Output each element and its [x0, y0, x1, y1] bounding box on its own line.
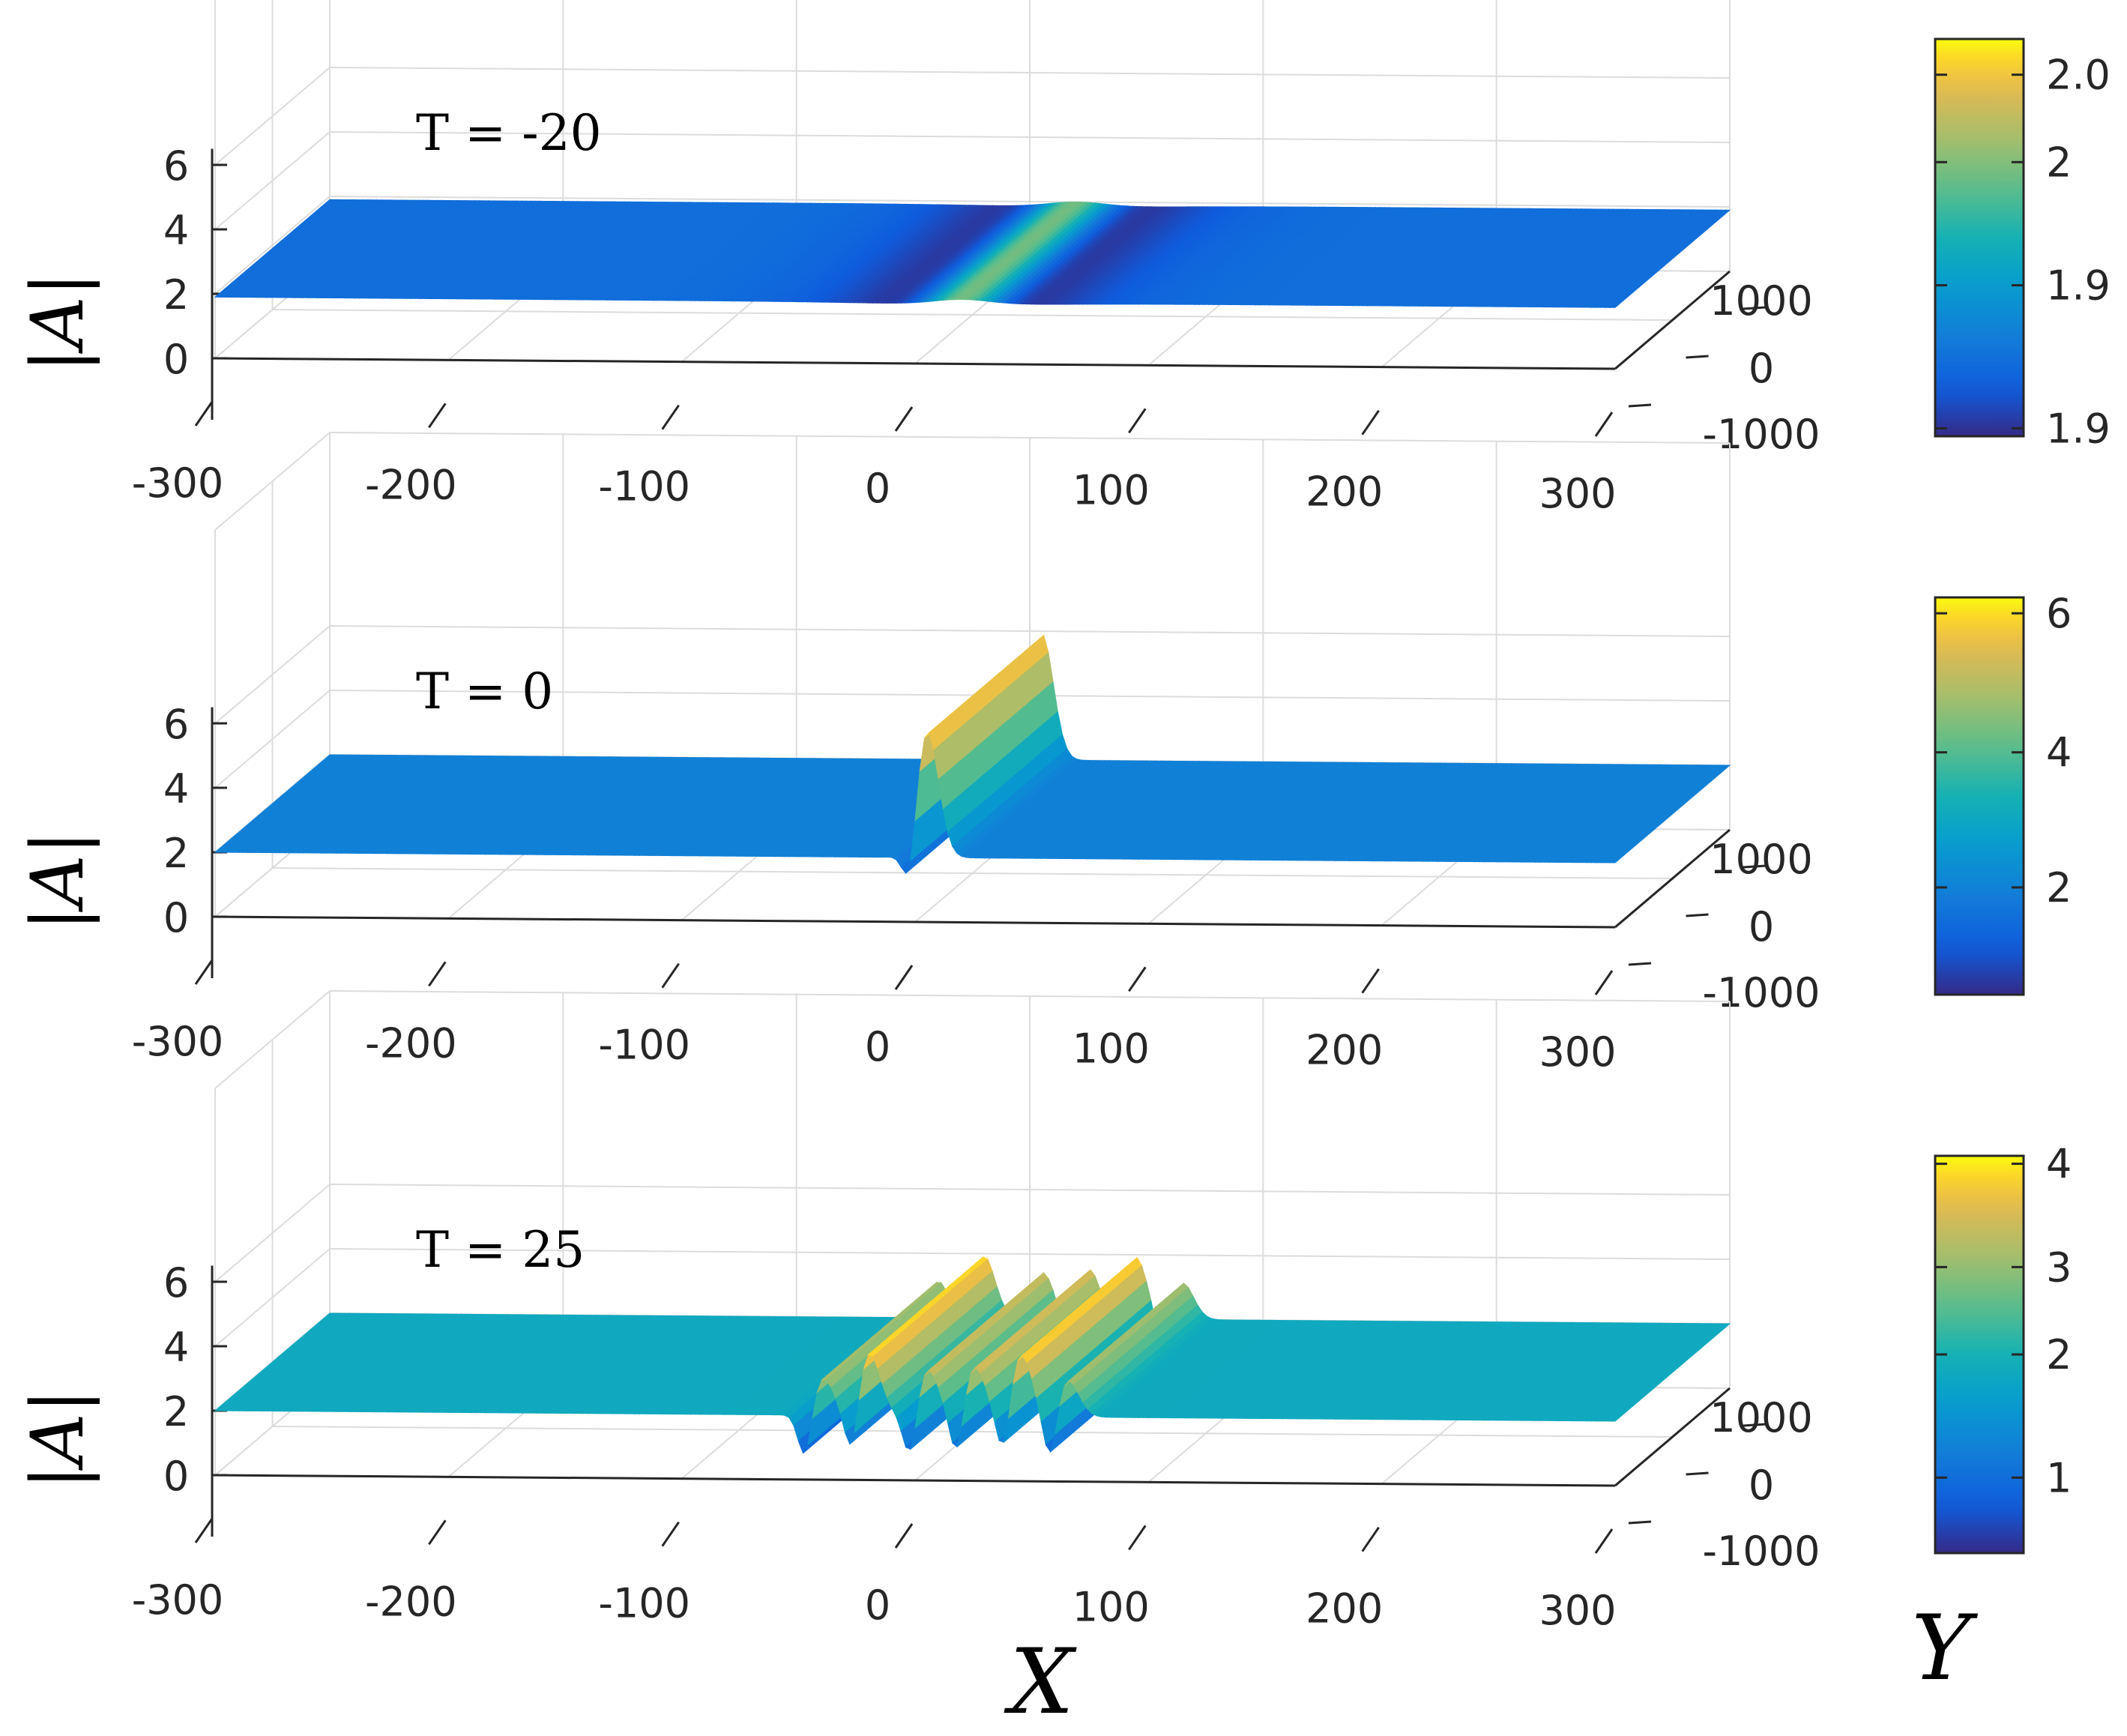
x-axis-label: X — [1004, 1630, 1077, 1735]
z-tick-label: 2 — [163, 1388, 189, 1435]
y-tick-label: 0 — [1749, 1462, 1774, 1509]
y-tick-labels: -1000 0 1000 — [1703, 836, 1820, 1016]
colorbar-tick-label: 2 — [2046, 1331, 2072, 1378]
z-tick-label: 6 — [163, 142, 189, 190]
x-tick-label: -100 — [598, 1580, 690, 1627]
surface-plot — [214, 1256, 1731, 1454]
x-tick-label: 300 — [1539, 1028, 1616, 1076]
z-tick-label: 0 — [163, 336, 189, 383]
y-tick-label: -1000 — [1703, 969, 1820, 1016]
x-tick-label: 200 — [1306, 1027, 1383, 1074]
colorbar-tick-label: 1.9 — [2046, 405, 2111, 452]
surface-plot — [214, 634, 1731, 875]
colorbar-tick-label: 4 — [2046, 1141, 2072, 1188]
colorbar-gradient — [1934, 596, 2025, 996]
z-tick-labels: 0 2 4 6 — [163, 1259, 189, 1500]
z-tick-label: 4 — [163, 207, 189, 254]
x-tick-label: -200 — [365, 1578, 457, 1625]
y-tick-label: 1000 — [1710, 836, 1812, 883]
z-tick-label: 0 — [163, 1453, 189, 1500]
colorbar-tick-label: 1.9 — [2046, 262, 2111, 310]
panel-title: T = -20 — [416, 104, 602, 162]
colorbar-tick-label: 2 — [2046, 139, 2072, 186]
y-tick-label: 0 — [1749, 903, 1774, 950]
panel-axes — [194, 148, 1767, 437]
colorbar-tick-label: 3 — [2046, 1244, 2072, 1291]
y-tick-labels: -1000 0 1000 — [1703, 1394, 1820, 1575]
x-tick-label: 100 — [1072, 1025, 1150, 1072]
x-tick-label: -100 — [598, 463, 690, 510]
x-tick-label: 100 — [1072, 1583, 1150, 1630]
x-tick-labels: -300 -200 -100 0 100 200 300 — [132, 1018, 1617, 1076]
y-tick-labels: -1000 0 1000 — [1703, 277, 1820, 458]
z-tick-label: 2 — [163, 830, 189, 877]
colorbar-tick-label: 2 — [2046, 864, 2072, 911]
colorbar: 1 2 3 4 — [1934, 1141, 2072, 1555]
panel-title: T = 0 — [416, 663, 553, 720]
y-tick-label: 0 — [1749, 345, 1774, 392]
colorbar-tick-label: 6 — [2046, 590, 2072, 637]
x-tick-label: 0 — [865, 465, 890, 512]
colorbar: 2 4 6 — [1934, 590, 2072, 996]
z-tick-labels: 0 2 4 6 — [163, 142, 189, 383]
x-tick-label: 0 — [865, 1023, 890, 1070]
y-axis-label: Y — [1911, 1597, 1978, 1701]
surface-plot — [214, 199, 1731, 308]
z-tick-label: 4 — [163, 765, 189, 813]
x-tick-label: -300 — [132, 1018, 224, 1065]
x-tick-label: 0 — [865, 1582, 890, 1629]
panel-axes — [194, 707, 1767, 995]
x-tick-labels: -300 -200 -100 0 100 200 300 — [132, 1576, 1617, 1634]
z-axis-label: |A| — [16, 1389, 100, 1489]
x-tick-label: -200 — [365, 1019, 457, 1067]
x-tick-label: 300 — [1539, 470, 1616, 517]
panel-grid — [214, 0, 1731, 370]
colorbar: 1.9 1.9 2 2.0 — [1934, 37, 2111, 452]
y-tick-label: -1000 — [1703, 1528, 1820, 1575]
x-tick-labels: -300 -200 -100 0 100 200 300 — [132, 459, 1617, 517]
z-axis-label: |A| — [16, 831, 100, 931]
colorbar-tick-label: 4 — [2046, 729, 2072, 777]
z-tick-labels: 0 2 4 6 — [163, 701, 189, 941]
z-tick-label: 4 — [163, 1324, 189, 1371]
panel-title: T = 25 — [416, 1221, 585, 1279]
z-tick-label: 6 — [163, 1259, 189, 1306]
y-tick-label: 1000 — [1710, 1394, 1812, 1441]
x-tick-label: 200 — [1306, 1585, 1383, 1633]
x-tick-label: -100 — [598, 1022, 690, 1069]
colorbar-tick-label: 2.0 — [2046, 52, 2111, 99]
z-axis-label: |A| — [16, 272, 100, 373]
panel-axes — [194, 1265, 1767, 1554]
z-tick-label: 2 — [163, 271, 189, 319]
y-tick-label: -1000 — [1703, 411, 1820, 458]
y-tick-label: 1000 — [1710, 277, 1812, 325]
colorbar-gradient — [1934, 1154, 2025, 1555]
x-tick-label: 300 — [1539, 1587, 1616, 1634]
x-tick-label: -300 — [132, 1576, 224, 1624]
z-tick-label: 6 — [163, 701, 189, 748]
colorbar-gradient — [1934, 37, 2025, 438]
x-tick-label: -200 — [365, 461, 457, 508]
x-tick-label: -300 — [132, 459, 224, 507]
colorbar-tick-label: 1 — [2046, 1454, 2072, 1501]
x-tick-label: 100 — [1072, 466, 1150, 513]
x-tick-label: 200 — [1306, 468, 1383, 516]
z-tick-label: 0 — [163, 894, 189, 941]
